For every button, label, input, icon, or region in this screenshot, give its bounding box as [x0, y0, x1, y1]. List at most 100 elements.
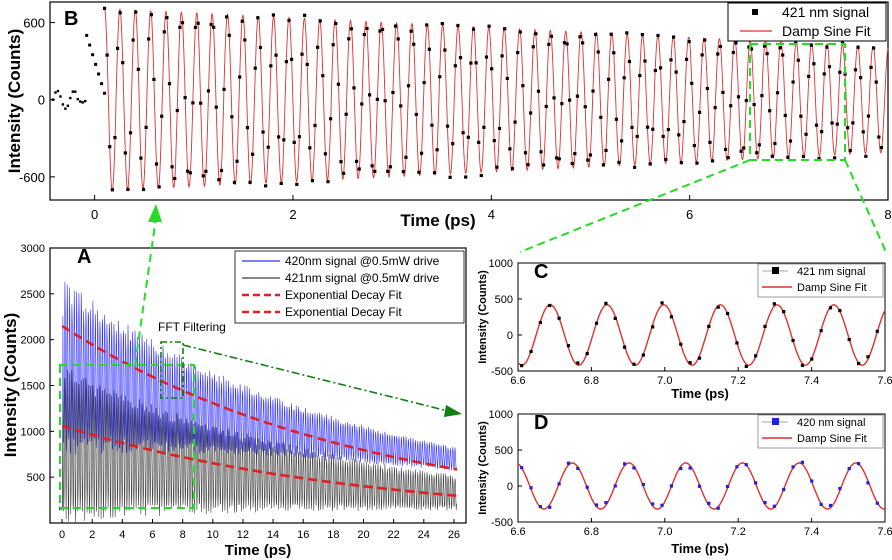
panel-b-data-point — [79, 100, 82, 103]
panel-b-data-point — [453, 64, 457, 68]
panel-b-data-point — [388, 165, 392, 169]
panel-b-data-point — [801, 154, 806, 159]
panel-b-data-point — [103, 91, 107, 95]
panel-b-data-point — [141, 187, 146, 192]
panel-b-data-point — [648, 162, 652, 166]
panel-a-xtick-label: 18 — [327, 529, 339, 541]
panel-c-ytick-label: 0 — [507, 330, 513, 342]
panel-b-data-point — [742, 146, 746, 150]
panel-b-data-point — [354, 159, 359, 164]
panel-b-data-point — [339, 160, 343, 164]
panel-b-data-point — [71, 90, 75, 93]
panel-c-data-point — [604, 301, 608, 305]
panel-b-data-point — [458, 56, 463, 60]
panel-b-data-point — [869, 65, 873, 69]
panel-d-axes: 6.6 6.8 7.0 7.2 7.4 7.6 -500 0 500 1000 — [489, 409, 892, 538]
panel-c-data-point — [772, 302, 776, 306]
panel-b-data-point — [88, 43, 92, 47]
panel-c-data-point — [623, 345, 627, 349]
panel-b-data-point — [570, 161, 574, 166]
panel-b-data-point — [380, 27, 385, 32]
panel-b-data-point — [820, 130, 824, 134]
panel-d-data-point — [875, 501, 879, 505]
panel-b-data-point — [503, 27, 507, 31]
panel-b-data-point — [487, 24, 491, 28]
panel-c-data-point — [641, 353, 645, 357]
panel-b-data-point — [401, 170, 405, 174]
panel-a-xtick-label: 20 — [357, 529, 369, 541]
panel-b-data-point — [526, 163, 530, 167]
panel-d-legend-marker — [772, 418, 779, 425]
panel-b-data-point — [695, 161, 699, 165]
panel-d-data-point — [707, 501, 711, 505]
panel-b-data-point — [85, 33, 89, 37]
panel-b-data-point — [591, 89, 595, 93]
panel-b-data-point — [510, 167, 515, 171]
panel-b-data-point — [297, 135, 302, 139]
panel-d-data-point — [772, 504, 776, 508]
panel-b-data-point — [669, 58, 673, 62]
panel-b-data-point — [404, 155, 408, 159]
panel-b-data-point — [461, 131, 465, 135]
panel-b-data-point — [497, 126, 502, 131]
panel-b-data-point — [469, 61, 473, 65]
panel-b-data-point — [583, 105, 587, 109]
panel-c-xtick-label: 7.4 — [804, 375, 819, 387]
panel-c-fit-line — [517, 304, 886, 366]
panel-b-data-point — [445, 124, 450, 128]
panel-b-data-point — [204, 169, 208, 173]
panel-b-data-point — [313, 123, 317, 128]
panel-b-data-point — [406, 84, 411, 88]
panel-c-data-point — [548, 303, 552, 308]
panel-d-xlabel: Time (ps) — [671, 541, 729, 556]
panel-b-data-point — [846, 126, 850, 130]
panel-b-data-point — [295, 182, 299, 186]
panel-c-ytick-label: -500 — [491, 366, 513, 378]
panel-b-data-point — [705, 86, 709, 91]
panel-b-data-point — [456, 23, 460, 28]
panel-d-xtick-label: 6.8 — [584, 526, 599, 538]
panel-b-data-point — [422, 81, 426, 85]
panel-c-data-point — [651, 325, 655, 329]
panel-b-data-point — [193, 25, 198, 30]
panel-b-data-point — [500, 54, 504, 58]
panel-b-ylabel: Intensity (Counts) — [5, 29, 24, 174]
panel-b-data-point — [622, 76, 626, 80]
panel-b-data-point — [562, 41, 567, 45]
panel-b-data-point — [264, 184, 268, 188]
panel-c-frame — [517, 262, 886, 372]
panel-a-legend: 420nm signal @0.5mW drive 421nm signal @… — [234, 250, 465, 324]
panel-b-data-point — [679, 161, 683, 165]
panel-c-data-point — [791, 338, 795, 343]
panel-b-data-point — [827, 65, 832, 69]
panel-b-data-point — [399, 104, 403, 108]
panel-c-data-point — [838, 308, 842, 313]
panel-b-data-point — [162, 30, 166, 34]
panel-b-data-point — [318, 19, 322, 23]
panel-b-data-point — [352, 86, 356, 90]
panel-a-ytick-label: 2000 — [21, 335, 45, 347]
panel-d-data-point — [566, 461, 571, 465]
panel-b-data-point — [804, 132, 808, 136]
panel-b-data-point — [523, 151, 528, 155]
panel-d-data-point — [716, 506, 720, 510]
panel-b-data-point — [336, 82, 340, 86]
panel-d-letter: D — [534, 412, 548, 434]
panel-d-data-point — [538, 504, 542, 509]
panel-b-data-point — [781, 53, 785, 57]
panel-a-series-420 — [58, 281, 457, 511]
panel-b-data-point — [739, 149, 743, 153]
panel-b-data-point — [710, 159, 715, 163]
panel-b-legend-marker — [752, 9, 758, 15]
panel-d-data-point — [641, 482, 645, 487]
panel-b-data-point — [568, 98, 572, 102]
fft-filtering-label: FFT Filtering — [158, 320, 226, 334]
panel-c-axes: 6.6 6.8 7.0 7.2 7.4 7.6 -500 0 500 1000 — [489, 258, 892, 387]
panel-d-frame — [517, 413, 886, 523]
panel-b-data-point — [375, 97, 379, 101]
panel-b-data-point — [877, 135, 881, 139]
panel-a-ytick-label: 1500 — [21, 381, 45, 393]
panel-b-ytick-label: 0 — [38, 93, 45, 108]
panel-d-data-point — [754, 481, 758, 485]
panel-c-data-point — [725, 311, 730, 316]
